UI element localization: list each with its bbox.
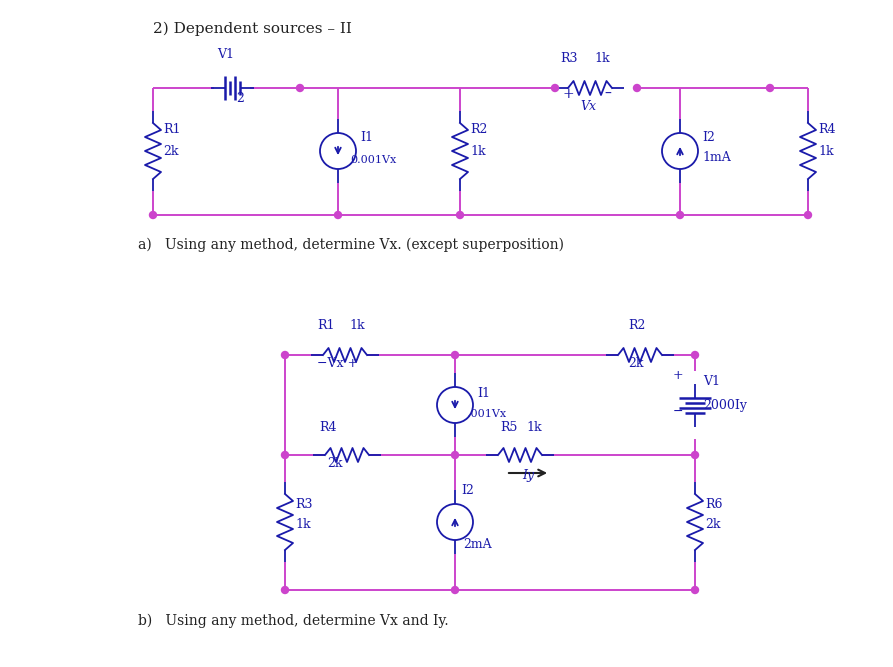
Circle shape [452,452,458,458]
Text: 2k: 2k [705,518,721,531]
Text: +: + [562,87,573,101]
Text: 2mA: 2mA [463,538,492,551]
Text: I1: I1 [360,131,373,144]
Text: 1k: 1k [818,145,834,158]
Text: R6: R6 [705,498,722,511]
Text: 2k: 2k [163,145,179,158]
Text: 1k: 1k [349,319,364,332]
Text: R2: R2 [470,123,488,136]
Circle shape [281,452,288,458]
Text: –: – [604,87,611,101]
Text: R5: R5 [500,421,517,434]
Text: .001Vx: .001Vx [467,409,506,419]
Text: I2: I2 [702,131,715,144]
Text: 0.001Vx: 0.001Vx [350,155,396,165]
Text: R3: R3 [295,498,313,511]
Circle shape [452,586,458,594]
Text: R3: R3 [560,52,578,65]
Circle shape [281,586,288,594]
Circle shape [296,85,304,91]
Text: b)   Using any method, determine Vx and Iy.: b) Using any method, determine Vx and Iy… [138,614,448,628]
Circle shape [691,452,698,458]
Text: 1k: 1k [526,421,542,434]
Text: R4: R4 [818,123,836,136]
Circle shape [677,211,683,219]
Text: Iy: Iy [522,469,534,482]
Text: R4: R4 [319,421,337,434]
Circle shape [456,211,463,219]
Text: −: − [673,405,683,418]
Text: 2: 2 [236,92,244,105]
Circle shape [452,352,458,358]
Text: +: + [673,369,684,382]
Text: 1mA: 1mA [702,151,730,164]
Text: 2k: 2k [628,357,644,370]
Circle shape [805,211,812,219]
Text: 2k: 2k [327,457,343,470]
Text: I1: I1 [477,387,490,400]
Text: 1k: 1k [295,518,311,531]
Circle shape [766,85,773,91]
Text: 2) Dependent sources – II: 2) Dependent sources – II [153,22,352,37]
Text: 2000Iy: 2000Iy [703,399,747,412]
Circle shape [281,352,288,358]
Circle shape [633,85,640,91]
Text: V1: V1 [703,375,720,388]
Text: I2: I2 [461,484,474,497]
Text: 1k: 1k [594,52,610,65]
Circle shape [335,211,341,219]
Circle shape [552,85,558,91]
Text: −Vx +: −Vx + [317,357,358,370]
Text: Vx: Vx [580,100,596,113]
Circle shape [691,586,698,594]
Text: R1: R1 [317,319,335,332]
Text: V1: V1 [217,48,234,61]
Circle shape [691,352,698,358]
Text: a)   Using any method, determine Vx. (except superposition): a) Using any method, determine Vx. (exce… [138,238,564,252]
Text: R1: R1 [163,123,180,136]
Text: R2: R2 [628,319,646,332]
Circle shape [149,211,156,219]
Text: 1k: 1k [470,145,486,158]
